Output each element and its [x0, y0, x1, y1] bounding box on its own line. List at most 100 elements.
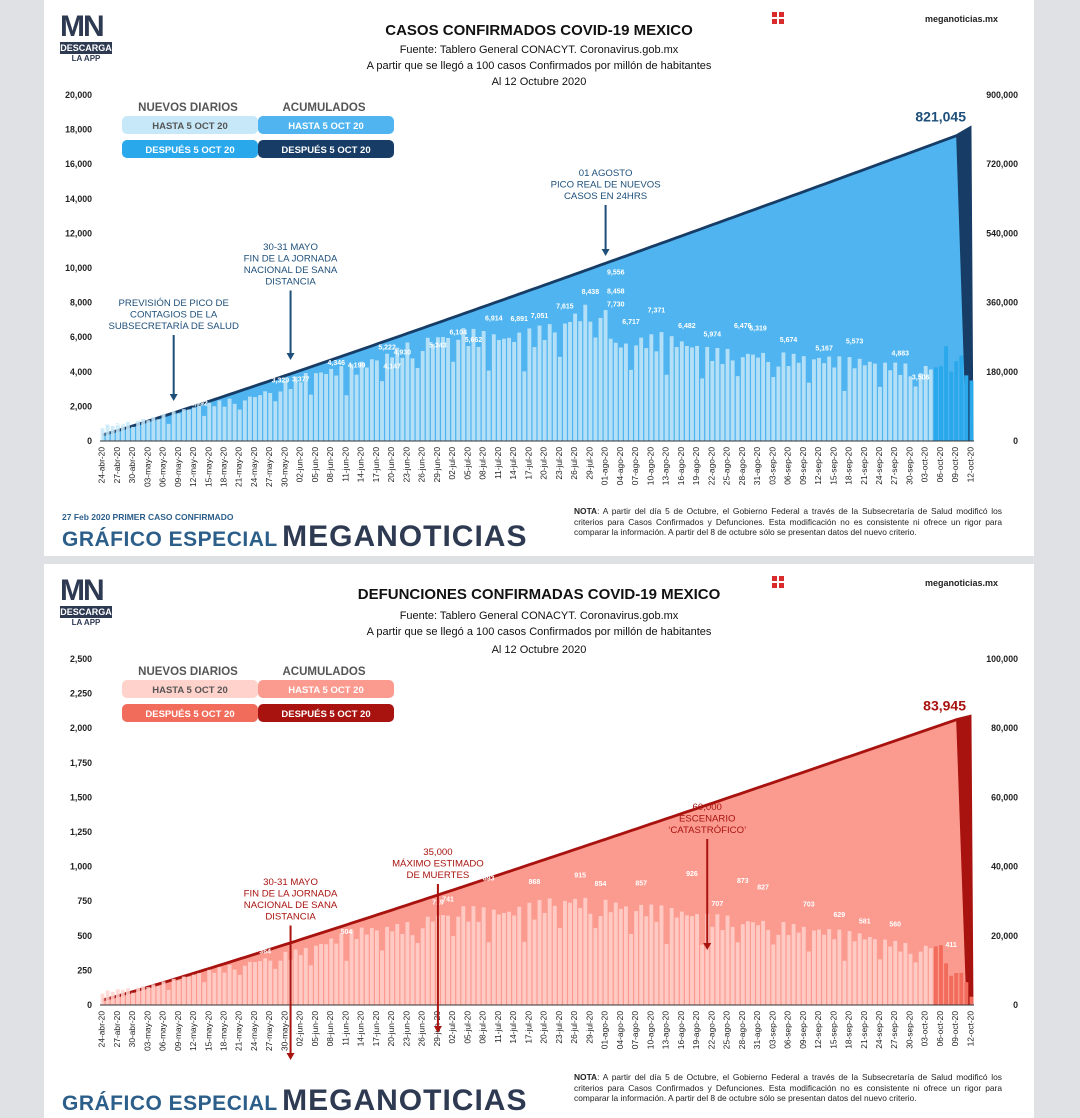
daily-bar: [629, 369, 633, 441]
daily-bar: [715, 347, 720, 441]
daily-bar: [608, 912, 613, 1005]
daily-bar: [725, 348, 730, 441]
x-tick-label: 20-jul-20: [539, 1011, 549, 1044]
daily-bar: [512, 915, 517, 1005]
right-tick-label: 60,000: [991, 792, 1018, 802]
x-tick-label: 30-sep-20: [904, 447, 914, 485]
cumulative-area-until: [102, 721, 967, 1005]
daily-bar: [288, 389, 293, 441]
x-tick-label: 05-jun-20: [310, 1011, 320, 1047]
x-tick-label: 24-may-20: [249, 447, 259, 487]
daily-data-label: 3,329: [272, 377, 290, 384]
daily-data-label: 893: [483, 875, 495, 882]
daily-bar: [954, 361, 959, 441]
daily-bar: [578, 321, 583, 441]
daily-bar: [954, 973, 959, 1005]
daily-bar: [359, 927, 364, 1005]
x-tick-label: 09-may-20: [173, 447, 183, 487]
daily-bar: [684, 345, 689, 441]
daily-bar: [151, 416, 156, 441]
daily-bar: [385, 926, 390, 1005]
daily-data-label: 6,914: [485, 315, 503, 322]
left-tick-label: 12,000: [65, 228, 92, 238]
daily-data-label: 6,717: [622, 319, 640, 326]
daily-data-label: 857: [635, 880, 647, 887]
x-tick-label: 13-ago-20: [661, 1011, 671, 1050]
daily-bar: [496, 914, 501, 1005]
x-tick-label: 21-sep-20: [859, 447, 869, 485]
daily-bar: [862, 939, 867, 1005]
daily-bar: [207, 969, 212, 1005]
daily-bar: [781, 921, 786, 1005]
daily-bar: [690, 347, 694, 441]
legend-cumulative-after-label: DESPUÉS 5 OCT 20: [281, 709, 370, 720]
x-tick-label: 31-ago-20: [752, 1011, 762, 1050]
daily-bar: [425, 337, 430, 441]
daily-bar: [898, 951, 903, 1005]
daily-data-label: 852: [112, 420, 124, 427]
daily-bar: [761, 920, 766, 1005]
x-tick-label: 17-jun-20: [371, 1011, 381, 1047]
site-url[interactable]: meganoticias.mx: [924, 14, 998, 24]
daily-bar: [410, 935, 415, 1005]
annotation-arrowhead: [433, 1026, 442, 1033]
daily-bar: [273, 968, 278, 1005]
x-tick-label: 02-jun-20: [295, 447, 305, 483]
x-tick-label: 10-ago-20: [645, 1011, 655, 1050]
daily-data-label: 4,199: [348, 362, 366, 369]
x-tick-label: 09-oct-20: [950, 1011, 960, 1047]
x-tick-label: 19-ago-20: [691, 447, 701, 486]
brand-special: GRÁFICO ESPECIAL: [62, 1092, 278, 1115]
daily-bar: [740, 924, 745, 1005]
daily-data-label: 7,051: [531, 313, 549, 320]
chart-source: Fuente: Tablero General CONACYT. Coronav…: [399, 610, 679, 622]
cumulative-final-label: 821,045: [915, 108, 966, 124]
daily-bar: [832, 939, 837, 1005]
mn-logo[interactable]: MN DESCARGA LA APP: [60, 576, 112, 627]
daily-bar: [263, 958, 268, 1005]
x-tick-label: 21-sep-20: [859, 1011, 869, 1049]
x-tick-label: 21-may-20: [234, 447, 244, 487]
x-tick-label: 05-jul-20: [462, 1011, 472, 1044]
daily-data-label: 625: [300, 913, 312, 920]
daily-bar: [441, 915, 445, 1005]
daily-data-label: 854: [595, 881, 607, 888]
daily-bar: [857, 358, 862, 441]
x-tick-label: 14-jun-20: [356, 447, 366, 483]
daily-data-label: 6,476: [734, 323, 752, 330]
right-tick-label: 0: [1013, 436, 1018, 446]
annotation-text: 60,000: [693, 802, 722, 813]
daily-bar: [100, 993, 105, 1005]
daily-data-label: 827: [757, 885, 769, 892]
site-url[interactable]: meganoticias.mx: [924, 578, 998, 588]
daily-bar: [852, 941, 857, 1005]
annotation-text: MÁXIMO ESTIMADO: [392, 859, 484, 870]
daily-bar: [466, 921, 471, 1005]
left-tick-label: 2,000: [70, 401, 92, 411]
daily-bar: [110, 991, 115, 1005]
daily-bar: [623, 906, 628, 1005]
x-tick-label: 09-sep-20: [798, 447, 808, 485]
daily-bar: [730, 926, 735, 1005]
daily-bar: [933, 946, 938, 1005]
daily-data-label: 504: [341, 929, 353, 936]
daily-bar: [207, 402, 212, 441]
logo-download: DESCARGA: [60, 606, 112, 618]
x-tick-label: 26-jul-20: [569, 447, 579, 480]
daily-data-label: 9,556: [607, 270, 625, 277]
daily-bar: [212, 972, 217, 1005]
mn-logo[interactable]: MN DESCARGA LA APP: [60, 12, 112, 63]
daily-bar: [283, 380, 288, 441]
daily-data-label: 770: [376, 892, 388, 899]
left-tick-label: 500: [77, 931, 92, 941]
daily-bar: [481, 907, 486, 1005]
x-tick-label: 17-jul-20: [523, 1011, 533, 1044]
x-tick-label: 20-jun-20: [386, 1011, 396, 1047]
daily-bar: [369, 928, 374, 1005]
legend-cumulative-until-swatch: [258, 116, 394, 134]
daily-bar: [461, 906, 466, 1005]
daily-bar: [583, 897, 588, 1005]
x-tick-label: 21-may-20: [234, 1011, 244, 1051]
legend-cumulative-after-swatch: [258, 140, 394, 158]
daily-bar: [969, 380, 974, 441]
